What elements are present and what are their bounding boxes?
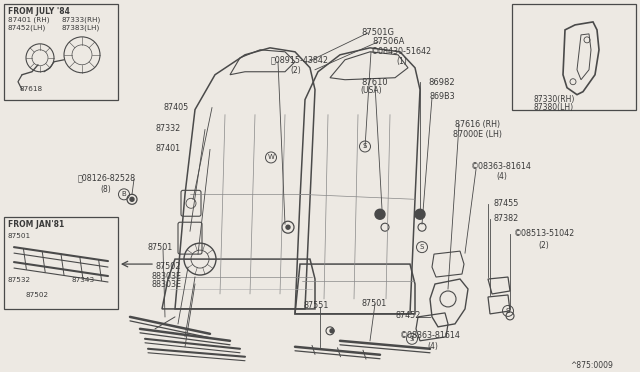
Text: ©08363-81614: ©08363-81614 bbox=[400, 331, 461, 340]
Text: 87501G: 87501G bbox=[361, 28, 394, 37]
Text: 87452(LH): 87452(LH) bbox=[8, 25, 46, 31]
Text: ^875:0009: ^875:0009 bbox=[570, 361, 613, 370]
Text: Ⓦ08915-43842: Ⓦ08915-43842 bbox=[271, 56, 329, 65]
Text: 87333(RH): 87333(RH) bbox=[62, 17, 101, 23]
Text: (2): (2) bbox=[290, 66, 301, 75]
Text: 87332: 87332 bbox=[155, 124, 180, 132]
Text: S: S bbox=[420, 244, 424, 250]
Text: 87502: 87502 bbox=[155, 262, 180, 271]
Circle shape bbox=[130, 197, 134, 201]
Text: 87000E (LH): 87000E (LH) bbox=[453, 129, 502, 138]
Text: (1): (1) bbox=[396, 57, 407, 66]
Text: 87405: 87405 bbox=[163, 103, 188, 112]
Text: 869B3: 869B3 bbox=[430, 92, 456, 101]
Text: 88303E: 88303E bbox=[151, 280, 181, 289]
Text: 86982: 86982 bbox=[428, 78, 454, 87]
Text: 87532: 87532 bbox=[8, 277, 31, 283]
Text: (USA): (USA) bbox=[360, 86, 381, 95]
Circle shape bbox=[375, 209, 385, 219]
Text: W: W bbox=[268, 154, 275, 160]
Text: FROM JULY '84: FROM JULY '84 bbox=[8, 7, 70, 16]
Text: 87330(RH): 87330(RH) bbox=[534, 94, 575, 104]
Text: 87616 (RH): 87616 (RH) bbox=[455, 119, 500, 129]
Text: 87452: 87452 bbox=[395, 311, 420, 320]
Text: 87383(LH): 87383(LH) bbox=[62, 25, 100, 31]
Text: S: S bbox=[506, 308, 510, 314]
Circle shape bbox=[415, 209, 425, 219]
Text: B: B bbox=[122, 191, 126, 197]
Text: (8): (8) bbox=[100, 185, 111, 194]
Text: 87343: 87343 bbox=[72, 277, 95, 283]
Text: 87401: 87401 bbox=[155, 144, 180, 154]
Text: 87401 (RH): 87401 (RH) bbox=[8, 17, 49, 23]
Text: 87380(LH): 87380(LH) bbox=[534, 103, 574, 112]
Text: 87382: 87382 bbox=[493, 214, 518, 223]
Text: 87501: 87501 bbox=[362, 299, 387, 308]
Text: ©08430-51642: ©08430-51642 bbox=[371, 47, 432, 56]
Text: ©08363-81614: ©08363-81614 bbox=[471, 163, 532, 171]
Text: ©08513-51042: ©08513-51042 bbox=[514, 229, 575, 238]
Text: 87551: 87551 bbox=[304, 301, 330, 310]
Text: 88303E: 88303E bbox=[151, 272, 181, 281]
Text: (2): (2) bbox=[538, 241, 548, 250]
Text: Ⓑ08126-82528: Ⓑ08126-82528 bbox=[78, 173, 136, 182]
Text: 87455: 87455 bbox=[493, 199, 518, 208]
Text: (4): (4) bbox=[496, 172, 507, 182]
Text: 87501: 87501 bbox=[148, 243, 173, 252]
Text: 87618: 87618 bbox=[20, 86, 43, 92]
Text: 87502: 87502 bbox=[25, 292, 48, 298]
Text: 87501: 87501 bbox=[8, 233, 31, 239]
Text: 87506A: 87506A bbox=[372, 37, 404, 46]
Circle shape bbox=[330, 329, 334, 333]
Text: 87610: 87610 bbox=[361, 78, 388, 87]
Text: S: S bbox=[363, 144, 367, 150]
Text: FROM JAN'81: FROM JAN'81 bbox=[8, 220, 64, 229]
Circle shape bbox=[286, 225, 290, 229]
Text: S: S bbox=[410, 336, 414, 342]
Text: (4): (4) bbox=[427, 342, 438, 351]
